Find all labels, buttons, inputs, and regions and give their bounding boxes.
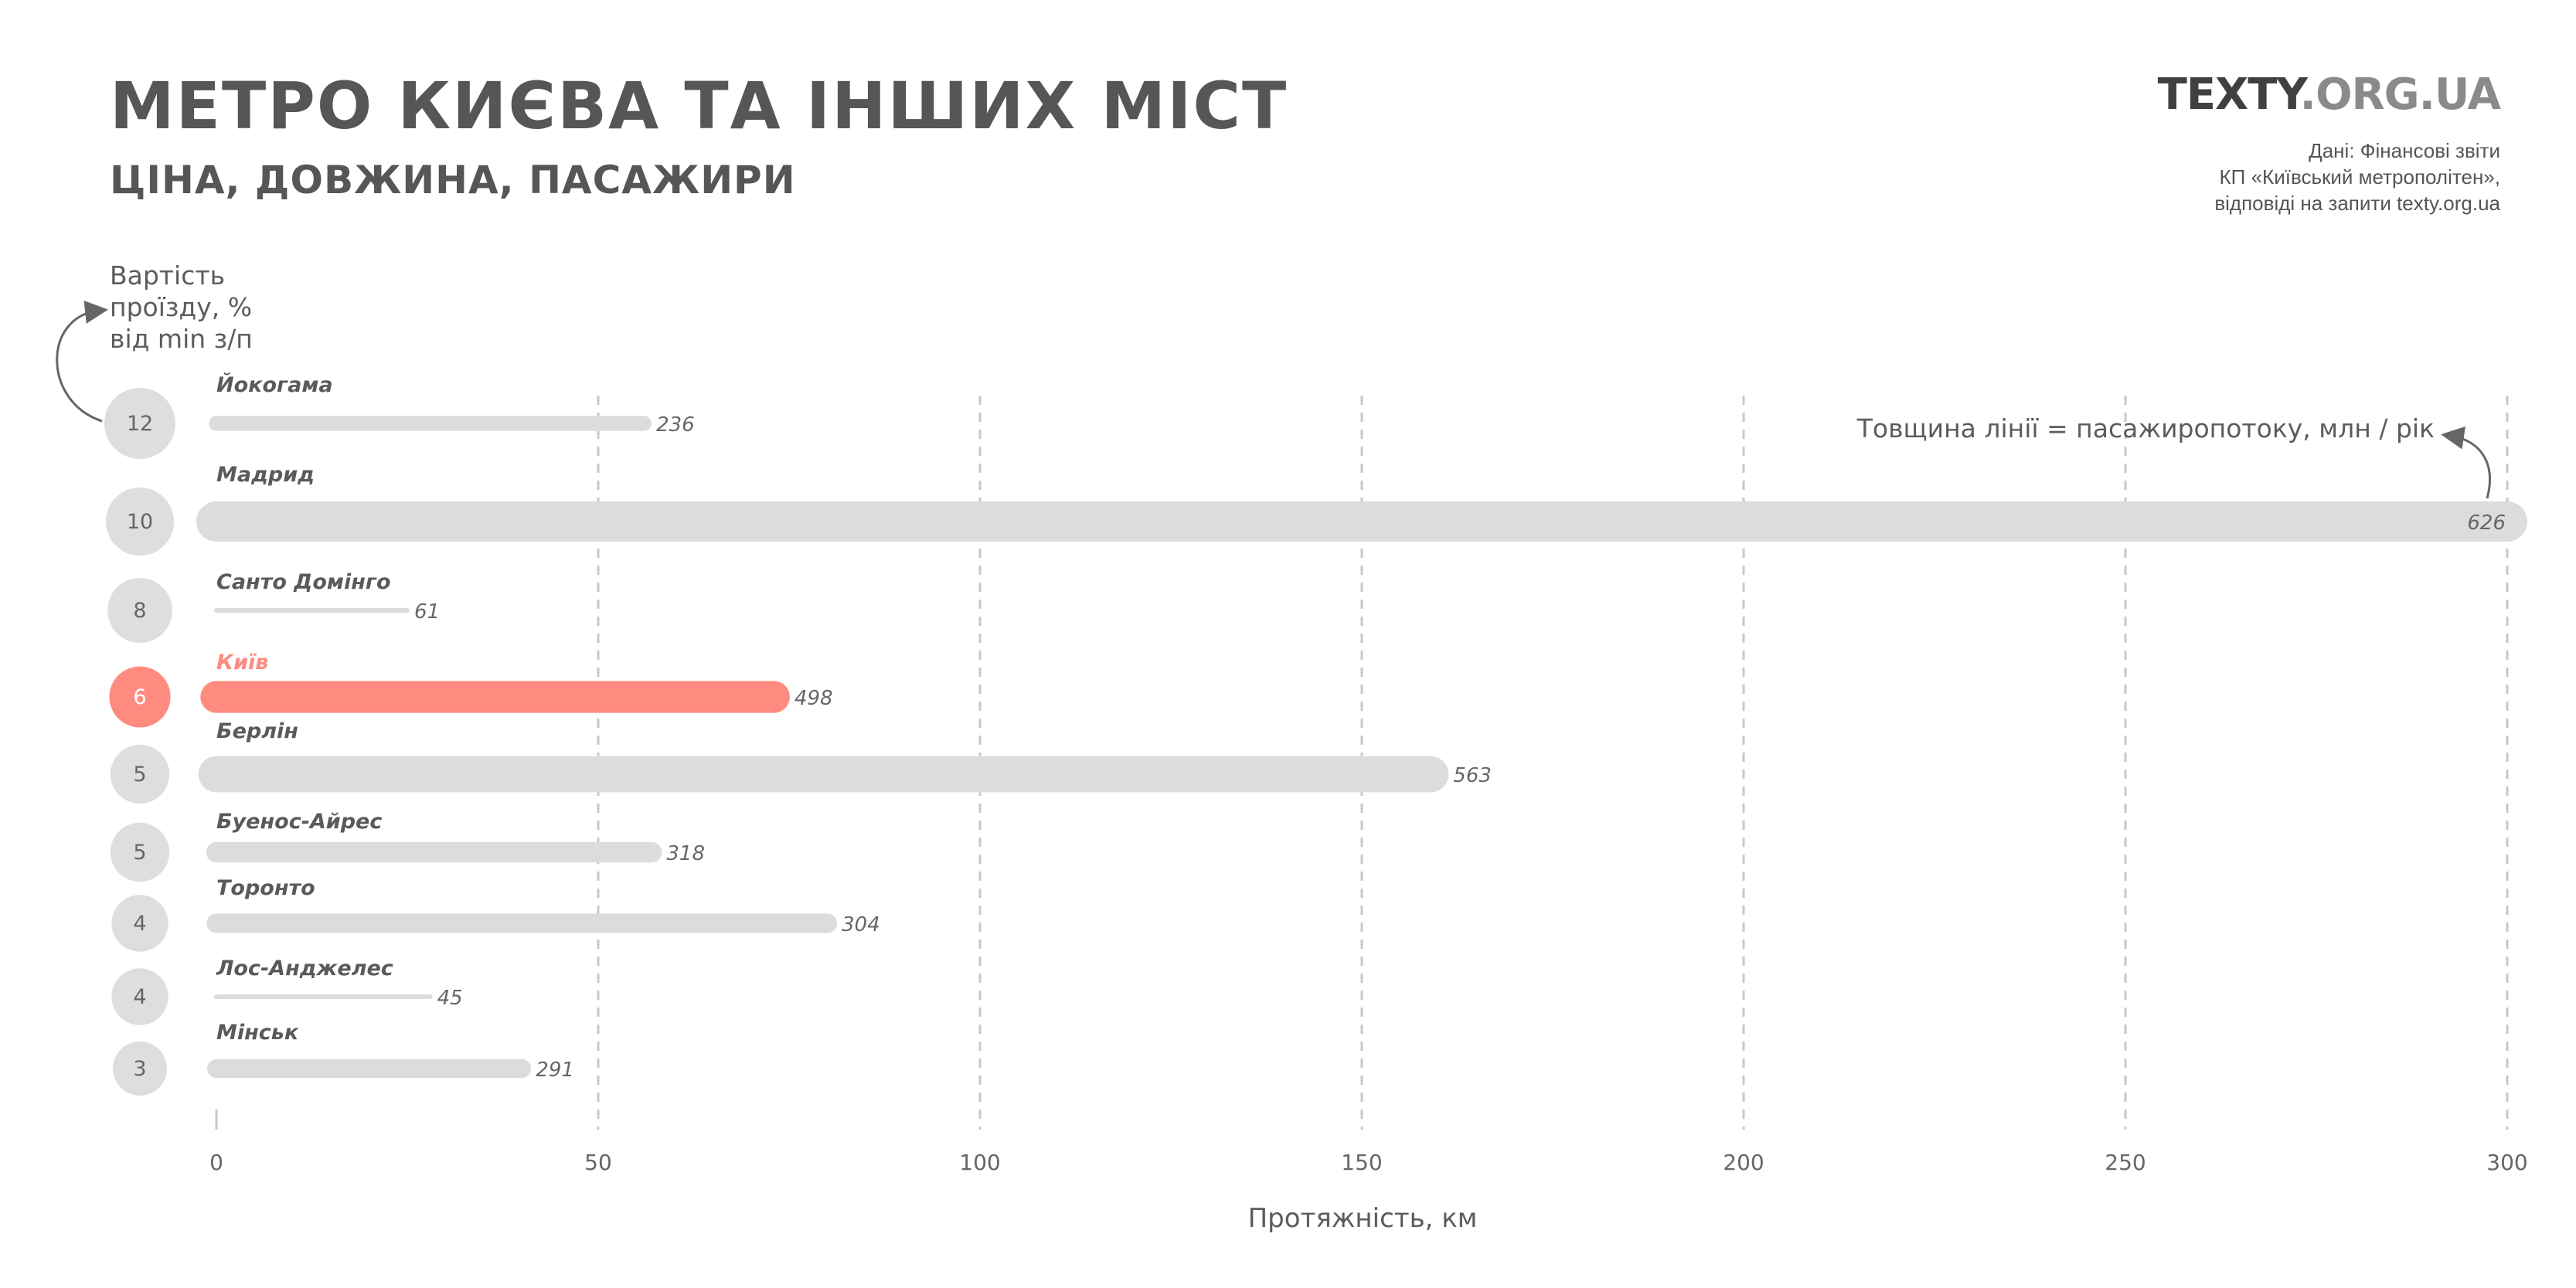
thickness-legend-arrow [2441, 426, 2491, 499]
fare-circle [104, 388, 175, 459]
city-labels: Йокогама Мадрид Санто Домінго Київ Берлін Буе… [216, 372, 393, 1045]
value-label: 61 [414, 600, 440, 624]
value-label: 563 [1453, 764, 1492, 787]
fare-circle [105, 487, 175, 556]
fare-legend-line: Вартість [110, 260, 225, 291]
fare-circle [109, 666, 171, 728]
city-label: Мінськ [216, 1021, 299, 1045]
fare-value-label: 6 [133, 685, 146, 709]
fare-circle [110, 822, 170, 882]
fare-value-label: 5 [133, 841, 146, 865]
x-tick-label: 100 [959, 1150, 1000, 1175]
fare-value-label: 4 [133, 912, 146, 936]
value-label: 236 [656, 413, 695, 437]
brand-logo: TEXTY.ORG.UA [2157, 70, 2501, 120]
fare-value-label: 4 [133, 985, 146, 1009]
city-label: Санто Домінго [216, 570, 391, 594]
x-tick-label: 200 [1723, 1150, 1764, 1175]
chart-subtitle: ЦІНА, ДОВЖИНА, ПАСАЖИРИ [110, 158, 796, 202]
x-tick-label: 150 [1341, 1150, 1382, 1175]
brand-logo-domain: .ORG.UA [2299, 70, 2501, 120]
city-label: Буенос-Айрес [216, 810, 382, 834]
source-line: відповіді на запити texty.org.ua [2214, 192, 2500, 215]
value-label: 304 [842, 913, 880, 936]
fare-value-label: 10 [127, 510, 153, 534]
value-labels: 236 626 61 498 563 318 304 45 291 [414, 413, 2506, 1082]
value-label: 318 [666, 842, 705, 865]
bars [196, 416, 2527, 1079]
city-label: Лос-Анджелес [216, 957, 393, 980]
value-label: 291 [536, 1059, 574, 1082]
fare-value-label: 5 [133, 763, 146, 787]
brand-logo-main: TEXTY [2157, 70, 2301, 120]
x-tick-label: 300 [2486, 1150, 2527, 1175]
thickness-legend: Товщина лінії = пасажиропотоку, млн / рі… [1856, 413, 2435, 443]
city-label: Берлін [216, 719, 298, 743]
value-label: 45 [437, 987, 463, 1010]
x-axis-title: Протяжність, км [1248, 1203, 1478, 1234]
value-label: 626 [2467, 511, 2506, 535]
fare-value-label: 8 [133, 599, 146, 623]
chart-title: МЕТРО КИЄВА ТА ІНШИХ МІСТ [110, 68, 1288, 144]
city-label: Київ [216, 651, 268, 675]
fare-circles: 12 10 8 6 5 5 4 4 3 [104, 388, 175, 1096]
fare-circle [111, 968, 168, 1025]
fare-circle [110, 744, 170, 804]
city-label: Йокогама [216, 372, 333, 397]
city-label: Мадрид [216, 463, 315, 487]
fare-legend-arrow [56, 301, 108, 423]
source-line: Дані: Фінансові звіти [2309, 139, 2500, 162]
city-label: Торонто [216, 876, 315, 900]
x-tick-label: 250 [2105, 1150, 2146, 1175]
fare-circle [107, 578, 172, 643]
fare-circle [113, 1042, 167, 1096]
x-tick-label: 50 [584, 1150, 612, 1175]
x-axis: 0 50 100 150 200 250 300 [209, 1150, 2528, 1175]
value-label: 498 [795, 687, 833, 710]
fare-legend-line: від min з/п [110, 324, 253, 354]
x-tick-label: 0 [209, 1150, 223, 1175]
fare-circle [111, 895, 168, 952]
source-line: КП «Київський метрополітен», [2219, 165, 2500, 189]
data-source-note: Дані: Фінансові звіти КП «Київський метр… [2214, 138, 2500, 216]
fare-legend-line: проїзду, % [110, 292, 252, 322]
fare-value-label: 3 [133, 1057, 146, 1081]
fare-value-label: 12 [127, 412, 153, 436]
